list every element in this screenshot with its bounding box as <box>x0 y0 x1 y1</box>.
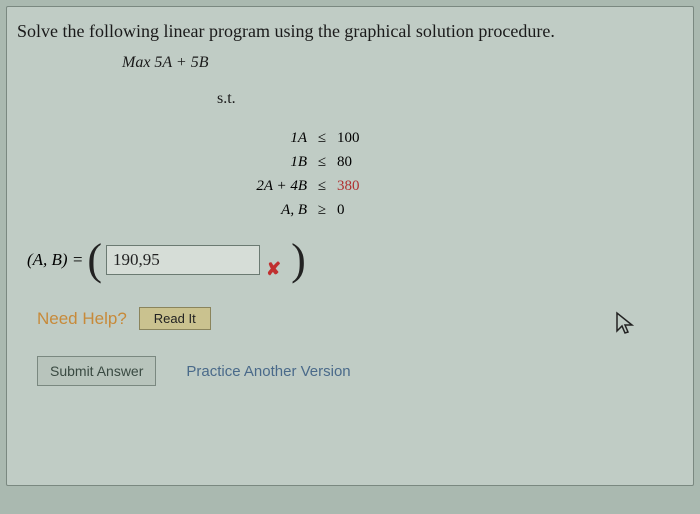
cursor-icon <box>615 311 635 337</box>
need-help-label: Need Help? <box>37 309 127 329</box>
constraint-op: ≤ <box>307 126 337 150</box>
answer-row: (A, B) = ( ✘ ) <box>27 242 683 277</box>
constraint-lhs: 1A <box>227 126 307 150</box>
constraint-rhs: 80 <box>337 150 377 174</box>
practice-another-link[interactable]: Practice Another Version <box>186 363 350 380</box>
constraint-rhs: 0 <box>337 198 377 222</box>
constraint-row: 1A ≤ 100 <box>227 126 683 150</box>
constraint-op: ≤ <box>307 150 337 174</box>
constraint-lhs: 1B <box>227 150 307 174</box>
incorrect-icon: ✘ <box>266 259 281 280</box>
need-help-row: Need Help? Read It <box>37 307 683 330</box>
constraint-rhs: 380 <box>337 174 377 198</box>
subject-to-label: s.t. <box>217 90 683 108</box>
constraint-row: A, B ≥ 0 <box>227 198 683 222</box>
constraint-lhs: 2A + 4B <box>227 174 307 198</box>
constraint-rhs: 100 <box>337 126 377 150</box>
constraint-op: ≥ <box>307 198 337 222</box>
constraint-row: 2A + 4B ≤ 380 <box>227 174 683 198</box>
right-paren: ) <box>291 242 306 277</box>
read-it-button[interactable]: Read It <box>139 307 211 330</box>
question-card: Solve the following linear program using… <box>6 6 694 486</box>
constraint-lhs: A, B <box>227 198 307 222</box>
objective-function: Max 5A + 5B <box>122 54 683 72</box>
bottom-actions: Submit Answer Practice Another Version <box>37 356 683 386</box>
constraints-block: 1A ≤ 100 1B ≤ 80 2A + 4B ≤ 380 A, B ≥ 0 <box>227 126 683 222</box>
constraint-op: ≤ <box>307 174 337 198</box>
left-paren: ( <box>87 242 102 277</box>
answer-input[interactable] <box>106 245 260 275</box>
question-prompt: Solve the following linear program using… <box>17 21 683 42</box>
submit-answer-button[interactable]: Submit Answer <box>37 356 156 386</box>
answer-label: (A, B) = <box>27 250 83 270</box>
constraint-row: 1B ≤ 80 <box>227 150 683 174</box>
